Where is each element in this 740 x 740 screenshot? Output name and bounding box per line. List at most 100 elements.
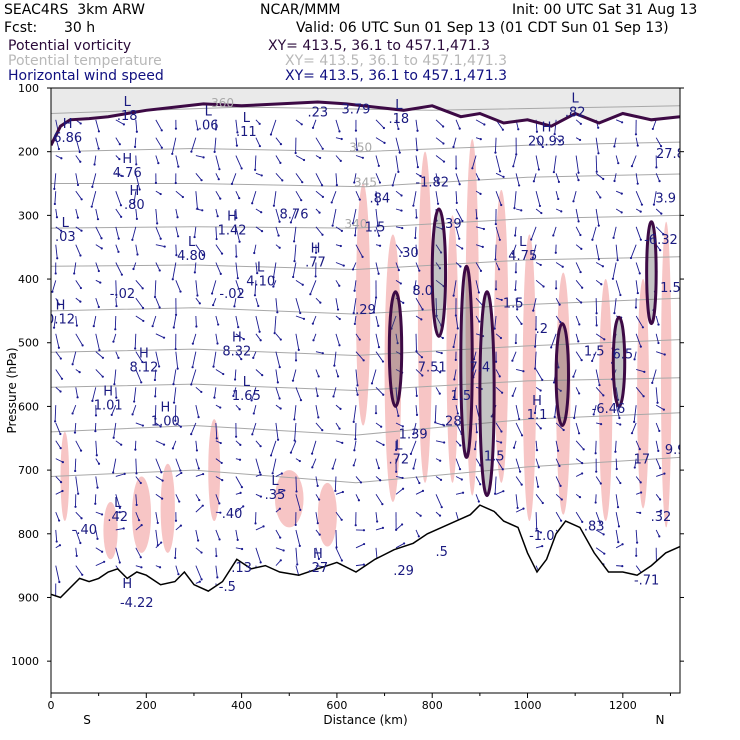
wind-vector — [413, 458, 417, 469]
wind-vector — [95, 298, 100, 308]
wind-vector — [315, 405, 319, 418]
wind-vector — [91, 191, 97, 207]
extremum-value: -.71 — [634, 574, 659, 589]
wind-vector-head — [172, 326, 175, 329]
wind-vector — [255, 226, 263, 232]
wind-vector — [595, 529, 604, 535]
wind-vector — [195, 173, 202, 181]
wind-vector — [555, 511, 562, 521]
wind-vector-head — [657, 341, 660, 345]
wind-vector — [375, 315, 379, 326]
wind-vector-head — [603, 552, 606, 555]
wind-vector-head — [60, 377, 64, 380]
wind-vector — [195, 529, 199, 541]
wind-vector-head — [620, 192, 623, 195]
extremum-marker: H — [313, 547, 323, 562]
wind-vector-head — [239, 491, 242, 494]
wind-vector — [295, 279, 304, 286]
wind-vector — [515, 369, 524, 372]
wind-vector — [595, 137, 599, 154]
wind-vector — [91, 173, 97, 188]
wind-vector-head — [91, 399, 94, 402]
wind-vector — [293, 405, 297, 420]
wind-vector — [275, 351, 281, 368]
wind-vector-head — [321, 233, 324, 236]
wind-vector-head — [340, 137, 343, 141]
wind-vector — [55, 208, 58, 218]
wind-vector-head — [80, 229, 83, 232]
wind-vector — [635, 476, 642, 483]
wind-vector-head — [158, 365, 161, 368]
wind-vector — [415, 262, 420, 271]
wind-vector-head — [477, 178, 480, 181]
wind-vector-head — [198, 302, 201, 305]
wind-vector — [272, 458, 277, 474]
wind-vector-head — [639, 481, 642, 484]
wind-vector-head — [279, 161, 282, 164]
wind-vector-head — [597, 224, 600, 227]
wind-vector — [335, 440, 343, 444]
wind-vector-head — [412, 432, 415, 436]
extremum-marker: H — [122, 152, 132, 167]
wind-vector — [275, 226, 280, 236]
wind-vector — [535, 155, 540, 170]
wind-vector — [655, 458, 661, 469]
wind-vector-head — [340, 559, 343, 562]
wind-vector-head — [118, 506, 121, 509]
wind-vector-head — [158, 269, 161, 272]
wind-vector-head — [651, 127, 654, 131]
wind-vector — [332, 208, 337, 226]
wind-vector — [155, 297, 161, 308]
wind-vector-head — [635, 554, 638, 557]
wind-vector-head — [494, 492, 497, 495]
wind-vector — [555, 191, 559, 200]
wind-vector — [615, 512, 620, 527]
wind-vector-head — [212, 365, 215, 368]
wind-vector-head — [459, 444, 462, 447]
wind-vector — [175, 280, 181, 292]
wind-vector — [375, 262, 380, 274]
wind-vector — [295, 476, 297, 492]
wind-vector — [155, 244, 165, 248]
wind-vector-head — [362, 529, 366, 532]
wind-vector-head — [611, 277, 615, 280]
wind-vector — [455, 492, 464, 495]
wind-vector-head — [96, 486, 99, 489]
extremum-marker: H — [139, 346, 149, 361]
wind-vector-head — [401, 487, 405, 490]
wind-vector — [295, 529, 301, 547]
wind-vector — [95, 226, 102, 239]
extremum-value: .5 — [436, 545, 448, 560]
wind-vector-head — [401, 425, 404, 428]
wind-vector — [515, 405, 520, 420]
wind-vector-head — [302, 158, 306, 162]
wind-vector-head — [560, 498, 563, 501]
wind-vector-head — [336, 308, 340, 311]
wind-vector — [535, 422, 542, 429]
pv-shade-12 — [494, 189, 509, 483]
wind-vector-head — [353, 449, 356, 452]
wind-vector — [455, 244, 463, 249]
wind-vector-head — [536, 485, 540, 488]
wind-vector-head — [99, 281, 102, 284]
wind-vector-head — [633, 420, 636, 423]
wind-vector — [335, 491, 344, 495]
wind-vector — [415, 155, 419, 168]
wind-vector-head — [339, 407, 342, 410]
wind-vector-head — [537, 466, 540, 469]
wind-vector — [255, 458, 261, 473]
wind-vector-head — [378, 244, 382, 247]
wind-vector — [215, 155, 220, 170]
wind-vector-head — [293, 240, 296, 243]
wind-vector — [215, 369, 224, 375]
wind-vector-head — [581, 520, 584, 523]
wind-vector-head — [372, 311, 376, 314]
extremum-value: 1.65 — [232, 389, 261, 404]
wind-vector-head — [318, 211, 321, 214]
wind-vector — [235, 190, 240, 199]
wind-vector-head — [501, 391, 504, 394]
wind-vector-head — [278, 366, 281, 369]
wind-vector-head — [436, 181, 440, 185]
wind-vector-head — [220, 252, 224, 255]
